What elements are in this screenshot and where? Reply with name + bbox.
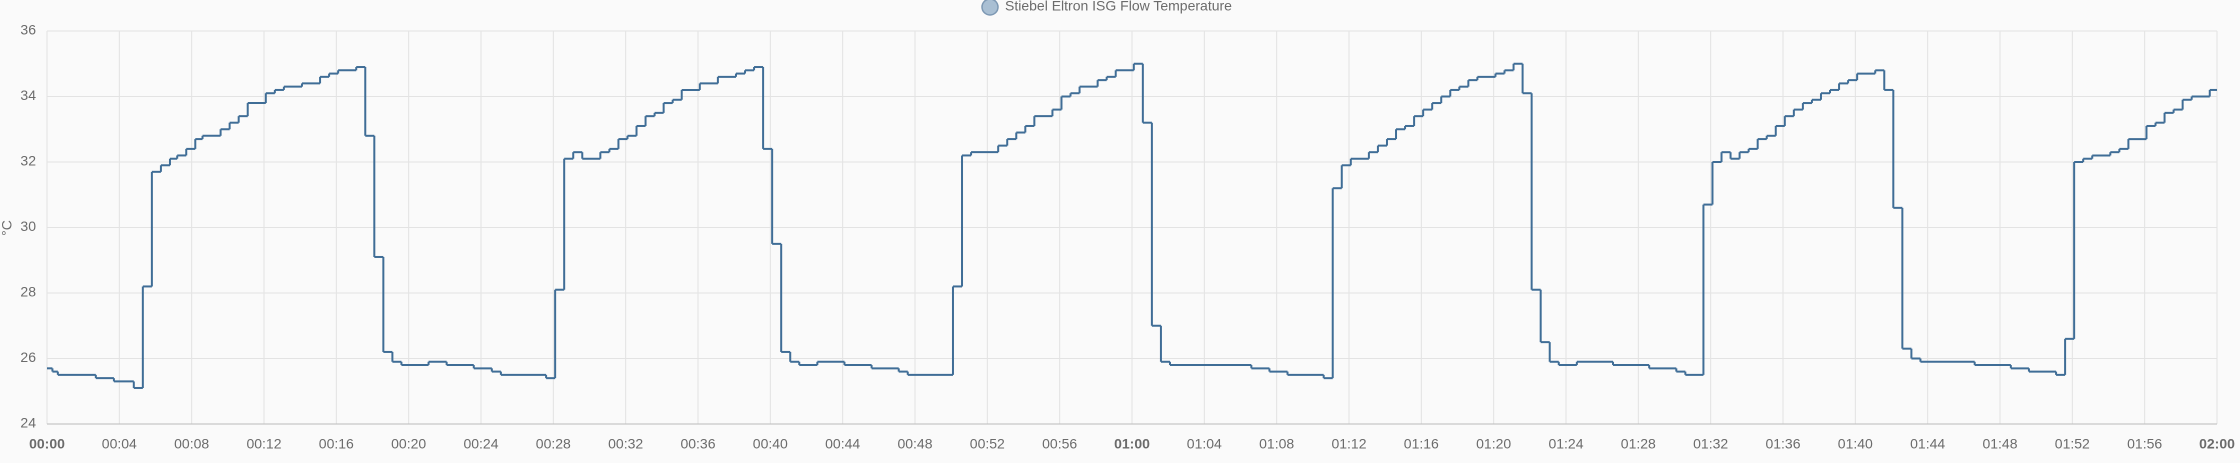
x-tick-label: 01:32 — [1693, 436, 1728, 452]
y-tick-label: 36 — [20, 22, 36, 38]
x-tick-label: 01:28 — [1621, 436, 1656, 452]
y-tick-label: 28 — [20, 284, 36, 300]
x-tick-label: 01:12 — [1331, 436, 1366, 452]
x-tick-label: 00:36 — [680, 436, 715, 452]
x-tick-label: 00:40 — [753, 436, 788, 452]
x-tick-label: 00:20 — [391, 436, 426, 452]
x-tick-label: 01:56 — [2127, 436, 2162, 452]
x-tick-label: 01:44 — [1910, 436, 1945, 452]
x-tick-label: 00:48 — [897, 436, 932, 452]
x-tick-label: 00:52 — [970, 436, 1005, 452]
y-tick-label: 30 — [20, 218, 36, 234]
x-tick-label: 01:08 — [1259, 436, 1294, 452]
x-tick-label: 01:24 — [1548, 436, 1583, 452]
x-tick-label: 00:44 — [825, 436, 860, 452]
x-tick-label: 00:16 — [319, 436, 354, 452]
y-tick-label: 26 — [20, 349, 36, 365]
x-tick-label: 01:00 — [1114, 436, 1150, 452]
x-tick-label: 01:48 — [1982, 436, 2017, 452]
x-tick-label: 01:40 — [1838, 436, 1873, 452]
x-tick-label: 01:04 — [1187, 436, 1222, 452]
x-tick-label: 00:32 — [608, 436, 643, 452]
x-tick-label: 01:20 — [1476, 436, 1511, 452]
y-tick-label: 34 — [20, 87, 36, 103]
x-tick-label: 02:00 — [2199, 436, 2235, 452]
x-tick-label: 00:12 — [246, 436, 281, 452]
y-tick-label: 24 — [20, 415, 36, 431]
y-tick-label: 32 — [20, 153, 36, 169]
x-tick-label: 01:16 — [1404, 436, 1439, 452]
legend-swatch[interactable] — [981, 0, 999, 16]
x-tick-label: 01:52 — [2055, 436, 2090, 452]
legend-label[interactable]: Stiebel Eltron ISG Flow Temperature — [1005, 0, 1232, 14]
x-tick-label: 00:56 — [1042, 436, 1077, 452]
x-tick-label: 00:00 — [29, 436, 65, 452]
x-tick-label: 00:24 — [463, 436, 498, 452]
x-tick-label: 00:08 — [174, 436, 209, 452]
x-tick-label: 00:04 — [102, 436, 137, 452]
y-axis-label: °C — [0, 220, 15, 236]
x-tick-label: 01:36 — [1765, 436, 1800, 452]
x-tick-label: 00:28 — [536, 436, 571, 452]
